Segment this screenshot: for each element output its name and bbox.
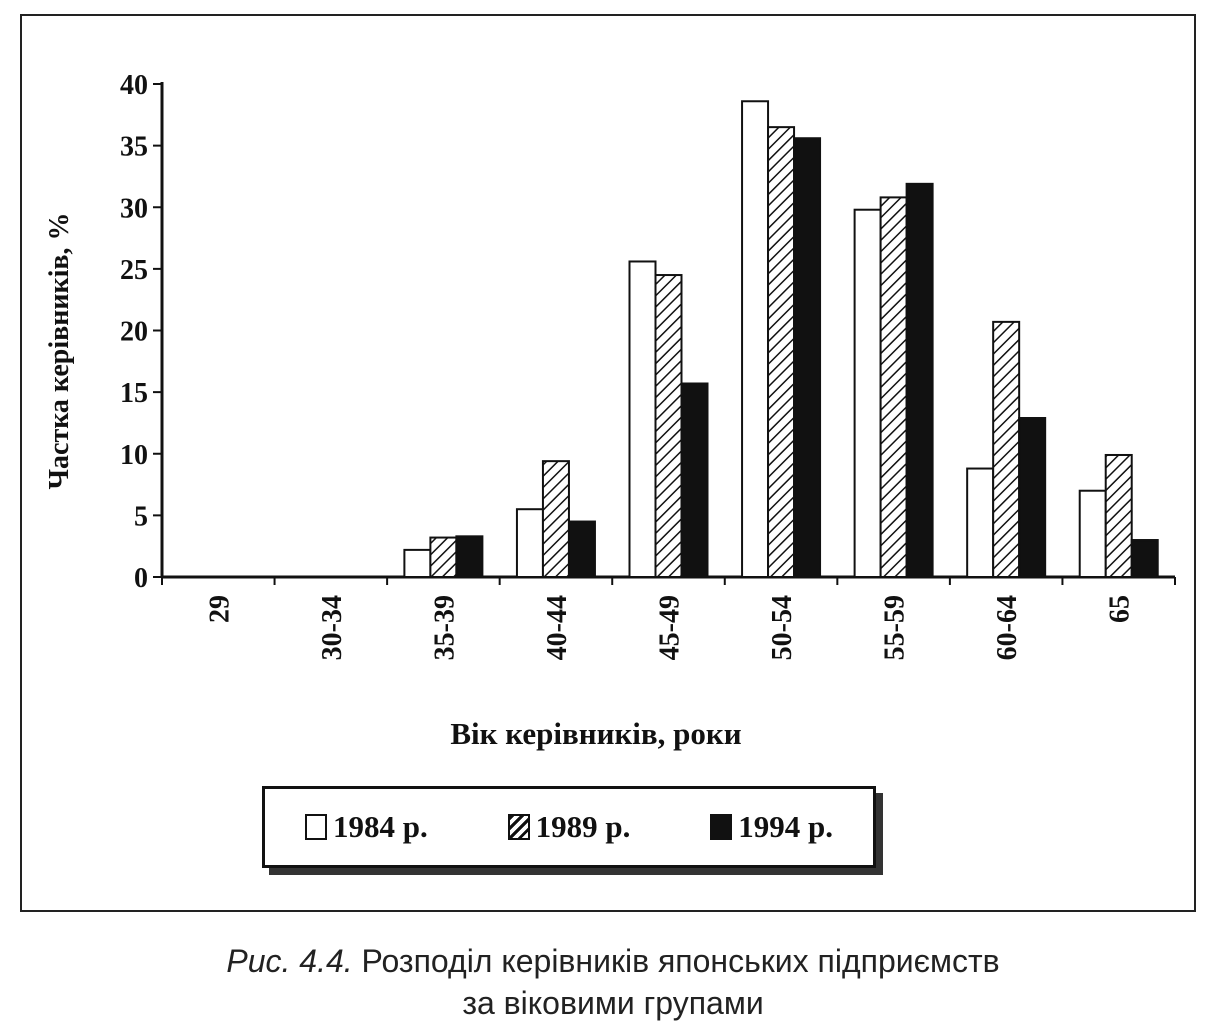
y-tick-label: 10 xyxy=(120,440,148,471)
caption-line1: Розподіл керівників японських підприємст… xyxy=(352,943,1000,979)
figure-caption: Рис. 4.4. Розподіл керівників японських … xyxy=(0,940,1226,1024)
x-tick-label: 55-59 xyxy=(880,595,911,660)
x-tick-label: 65 xyxy=(1105,595,1136,623)
bar-hatched-45-49 xyxy=(654,274,683,578)
x-axis-label: Вік керівників, роки xyxy=(450,716,741,751)
bar-hatched-55-59 xyxy=(879,196,908,578)
legend-swatch-white xyxy=(304,814,327,840)
x-tick-label: 45-49 xyxy=(655,595,686,660)
bar-white-35-39 xyxy=(403,548,432,579)
x-tick-label: 50-54 xyxy=(767,595,798,660)
legend-label-1989: 1989 р. xyxy=(535,809,631,844)
tick-labels: 0 5 10 15 20 25 30 35 40 29 30-34 35-39 40-44 45-49 50… xyxy=(120,70,1136,660)
legend-label-1984: 1984 р. xyxy=(332,809,428,844)
x-tick-label: 35-39 xyxy=(429,595,460,660)
y-tick-label: 0 xyxy=(134,563,148,594)
legend-swatch-hatched xyxy=(507,814,530,840)
y-axis-label: Частка керівників, % xyxy=(44,212,75,489)
legend-label-1994: 1994 р. xyxy=(738,809,834,844)
x-tick-label: 30-34 xyxy=(317,595,348,660)
x-tick-label: 60-64 xyxy=(992,595,1023,660)
y-tick-label: 40 xyxy=(120,70,148,101)
caption-line2: за віковими групами xyxy=(462,985,764,1021)
bar-white-40-44 xyxy=(515,508,544,578)
bar-black-50-54 xyxy=(793,137,822,578)
legend-item-1989: 1989 р. xyxy=(507,809,631,845)
legend: 1984 р. 1989 р. 1994 р. xyxy=(262,786,876,868)
y-tick-label: 5 xyxy=(134,501,148,532)
x-tick-label: 40-44 xyxy=(542,595,573,660)
bar-hatched-40-44 xyxy=(541,460,570,578)
y-tick-label: 20 xyxy=(120,317,148,348)
bar-black-45-49 xyxy=(680,382,709,578)
y-tick-label: 25 xyxy=(120,255,148,286)
bar-white-45-49 xyxy=(628,260,657,578)
bar-black-60-64 xyxy=(1018,417,1047,578)
bar-white-60-64 xyxy=(966,467,995,579)
bar-black-35-39 xyxy=(455,535,484,579)
x-tick-label: 29 xyxy=(204,595,235,623)
legend-swatch-black xyxy=(710,814,733,840)
bar-hatched-60-64 xyxy=(992,320,1021,578)
legend-item-1994: 1994 р. xyxy=(710,809,833,845)
bar-hatched-50-54 xyxy=(767,126,796,578)
bar-hatched-65 xyxy=(1104,453,1133,579)
y-tick-label: 15 xyxy=(120,378,148,409)
bar-black-65 xyxy=(1130,539,1159,579)
bar-black-55-59 xyxy=(905,182,934,579)
bars xyxy=(403,100,1159,579)
caption-prefix: Рис. 4.4. xyxy=(226,943,353,979)
bar-white-65 xyxy=(1078,489,1107,579)
bar-black-40-44 xyxy=(567,520,596,578)
bar-white-55-59 xyxy=(853,208,882,578)
bar-white-50-54 xyxy=(741,100,770,578)
bar-hatched-35-39 xyxy=(429,536,458,578)
legend-item-1984: 1984 р. xyxy=(304,809,428,845)
y-tick-label: 30 xyxy=(120,193,148,224)
y-tick-label: 35 xyxy=(120,132,148,163)
figure-frame xyxy=(20,14,1196,912)
